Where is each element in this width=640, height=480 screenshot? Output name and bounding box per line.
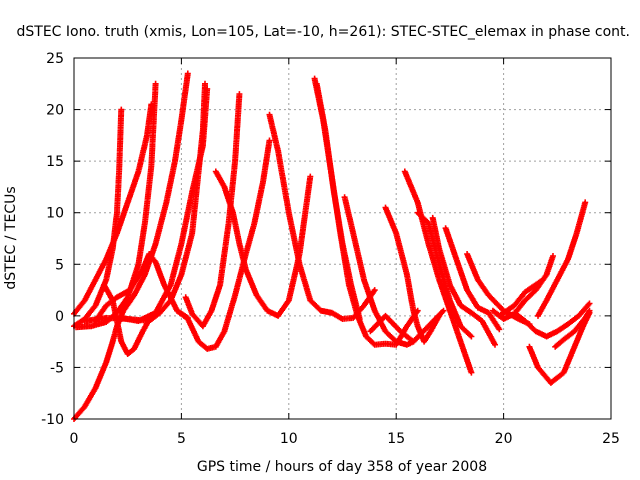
plot-frame — [73, 57, 612, 420]
x-tick-label: 15 — [387, 431, 405, 447]
series-markers — [101, 281, 155, 357]
series-17 — [367, 307, 447, 345]
series-28 — [552, 307, 593, 350]
series-markers — [442, 225, 503, 333]
series-15 — [341, 194, 417, 348]
axis-ticks: 0 5 10 15 20 25 -10 -5 0 5 10 15 20 25 — [41, 51, 620, 447]
series-10 — [182, 91, 243, 330]
series-markers — [496, 278, 544, 319]
series-3 — [73, 80, 159, 331]
y-tick-label: -5 — [50, 360, 64, 376]
series-1 — [71, 70, 191, 422]
x-tick-label: 10 — [280, 431, 298, 447]
series-12 — [266, 111, 378, 322]
series-markers — [313, 80, 363, 322]
y-tick-label: 0 — [55, 309, 64, 325]
series-14 — [313, 80, 363, 322]
y-tick-label: 10 — [46, 206, 64, 222]
x-tick-label: 5 — [177, 431, 186, 447]
series-19 — [414, 209, 475, 340]
y-tick-label: 25 — [46, 51, 64, 67]
series-markers — [367, 307, 447, 345]
series-markers — [266, 111, 378, 322]
series-markers — [552, 307, 593, 350]
series-markers — [182, 91, 243, 330]
series-11 — [212, 168, 314, 319]
series-markers — [526, 309, 593, 386]
series-markers — [71, 70, 191, 422]
series-27 — [526, 309, 593, 386]
x-tick-label: 20 — [495, 431, 513, 447]
series-markers — [73, 80, 159, 331]
x-tick-label: 25 — [602, 431, 620, 447]
y-axis-label: dSTEC / TECUs — [3, 186, 19, 289]
series-markers — [118, 85, 211, 324]
series-8 — [118, 85, 211, 324]
series-markers — [429, 214, 498, 348]
series-5 — [101, 281, 155, 357]
series-markers — [311, 75, 421, 348]
series-24 — [496, 278, 544, 319]
series-25 — [511, 300, 593, 340]
series-20 — [429, 214, 498, 348]
series-markers — [341, 194, 417, 348]
series-21 — [442, 225, 503, 333]
y-tick-label: 5 — [55, 257, 64, 273]
series-markers — [414, 209, 475, 340]
x-tick-label: 0 — [70, 431, 79, 447]
y-tick-label: 15 — [46, 154, 64, 170]
y-tick-label: 20 — [46, 103, 64, 119]
series-23 — [489, 253, 556, 322]
data-series — [71, 70, 593, 422]
series-markers — [535, 199, 589, 319]
series-markers — [511, 300, 593, 340]
chart-title: dSTEC Iono. truth (xmis, Lon=105, Lat=-1… — [17, 24, 630, 40]
x-axis-label: GPS time / hours of day 358 of year 2008 — [197, 459, 487, 475]
y-tick-label: -10 — [41, 412, 64, 428]
series-markers — [489, 253, 556, 322]
series-markers — [212, 168, 314, 319]
series-13 — [311, 75, 421, 348]
series-26 — [535, 199, 589, 319]
